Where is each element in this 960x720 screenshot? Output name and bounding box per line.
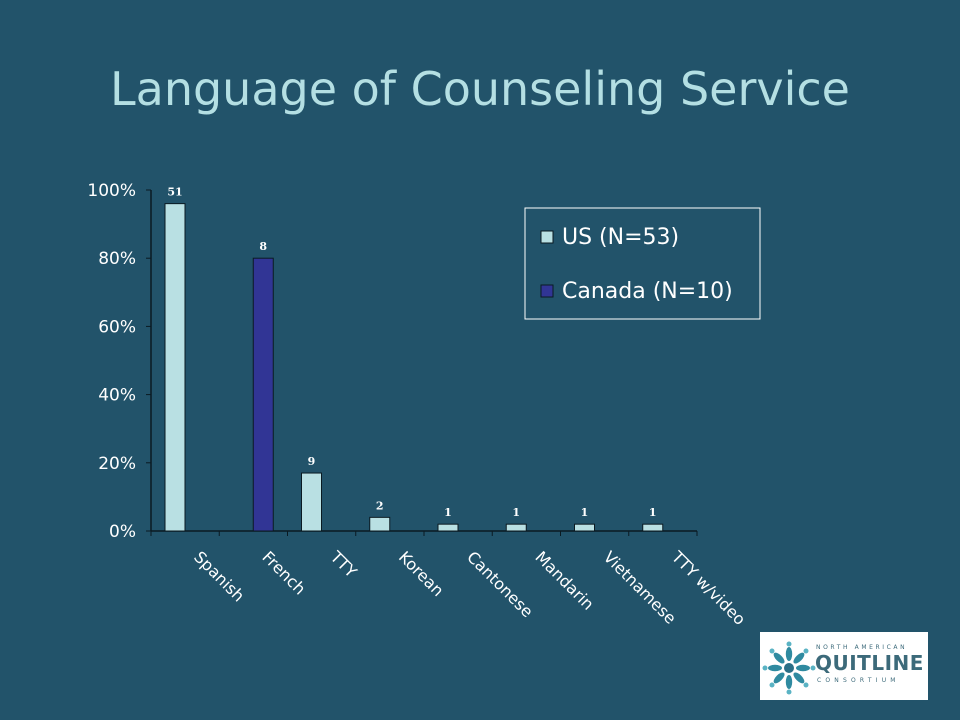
bar-us xyxy=(642,523,664,532)
legend-label: US (N=53) xyxy=(562,225,679,250)
y-tick-label: 80% xyxy=(98,249,136,269)
y-tick-label: 0% xyxy=(109,522,136,542)
x-tick-label: TTY w/video xyxy=(667,547,749,629)
data-label: 51 xyxy=(167,186,182,199)
y-tick-label: 100% xyxy=(87,181,136,201)
x-tick-label: French xyxy=(258,547,309,598)
logo-line-1: NORTH AMERICAN xyxy=(816,644,908,651)
y-tick-label: 60% xyxy=(98,317,136,337)
bar-us xyxy=(164,203,186,532)
x-tick-label: TTY xyxy=(326,547,361,582)
logo-line-2: QUITLINE xyxy=(815,651,924,675)
data-label: 9 xyxy=(308,455,316,468)
y-tick-label: 40% xyxy=(98,386,136,406)
data-label: 1 xyxy=(444,506,452,519)
x-tick-label: Cantonese xyxy=(463,547,537,621)
bar-us xyxy=(505,523,527,532)
bar-us xyxy=(369,516,391,532)
snowflake-icon xyxy=(762,641,816,695)
data-label: 1 xyxy=(512,506,520,519)
bar-us xyxy=(574,523,595,532)
bar-us xyxy=(437,523,459,532)
x-tick-label: Spanish xyxy=(190,547,248,605)
bar-canada xyxy=(252,257,274,532)
legend-label: Canada (N=10) xyxy=(562,279,733,304)
x-tick-label: Mandarin xyxy=(531,547,597,613)
data-label: 1 xyxy=(581,506,589,519)
page-title: Language of Counseling Service xyxy=(110,62,850,116)
bar-us xyxy=(301,472,322,532)
legend-swatch xyxy=(540,284,554,298)
data-label: 2 xyxy=(376,499,384,512)
legend-box xyxy=(524,207,761,320)
y-tick-label: 20% xyxy=(98,454,136,474)
data-label: 1 xyxy=(649,506,657,519)
legend-swatch xyxy=(540,230,554,244)
x-tick-label: Korean xyxy=(395,547,448,600)
data-label: 8 xyxy=(259,240,267,253)
logo-line-3: CONSORTIUM xyxy=(817,677,900,684)
quitline-logo: NORTH AMERICAN QUITLINE CONSORTIUM xyxy=(760,632,928,700)
